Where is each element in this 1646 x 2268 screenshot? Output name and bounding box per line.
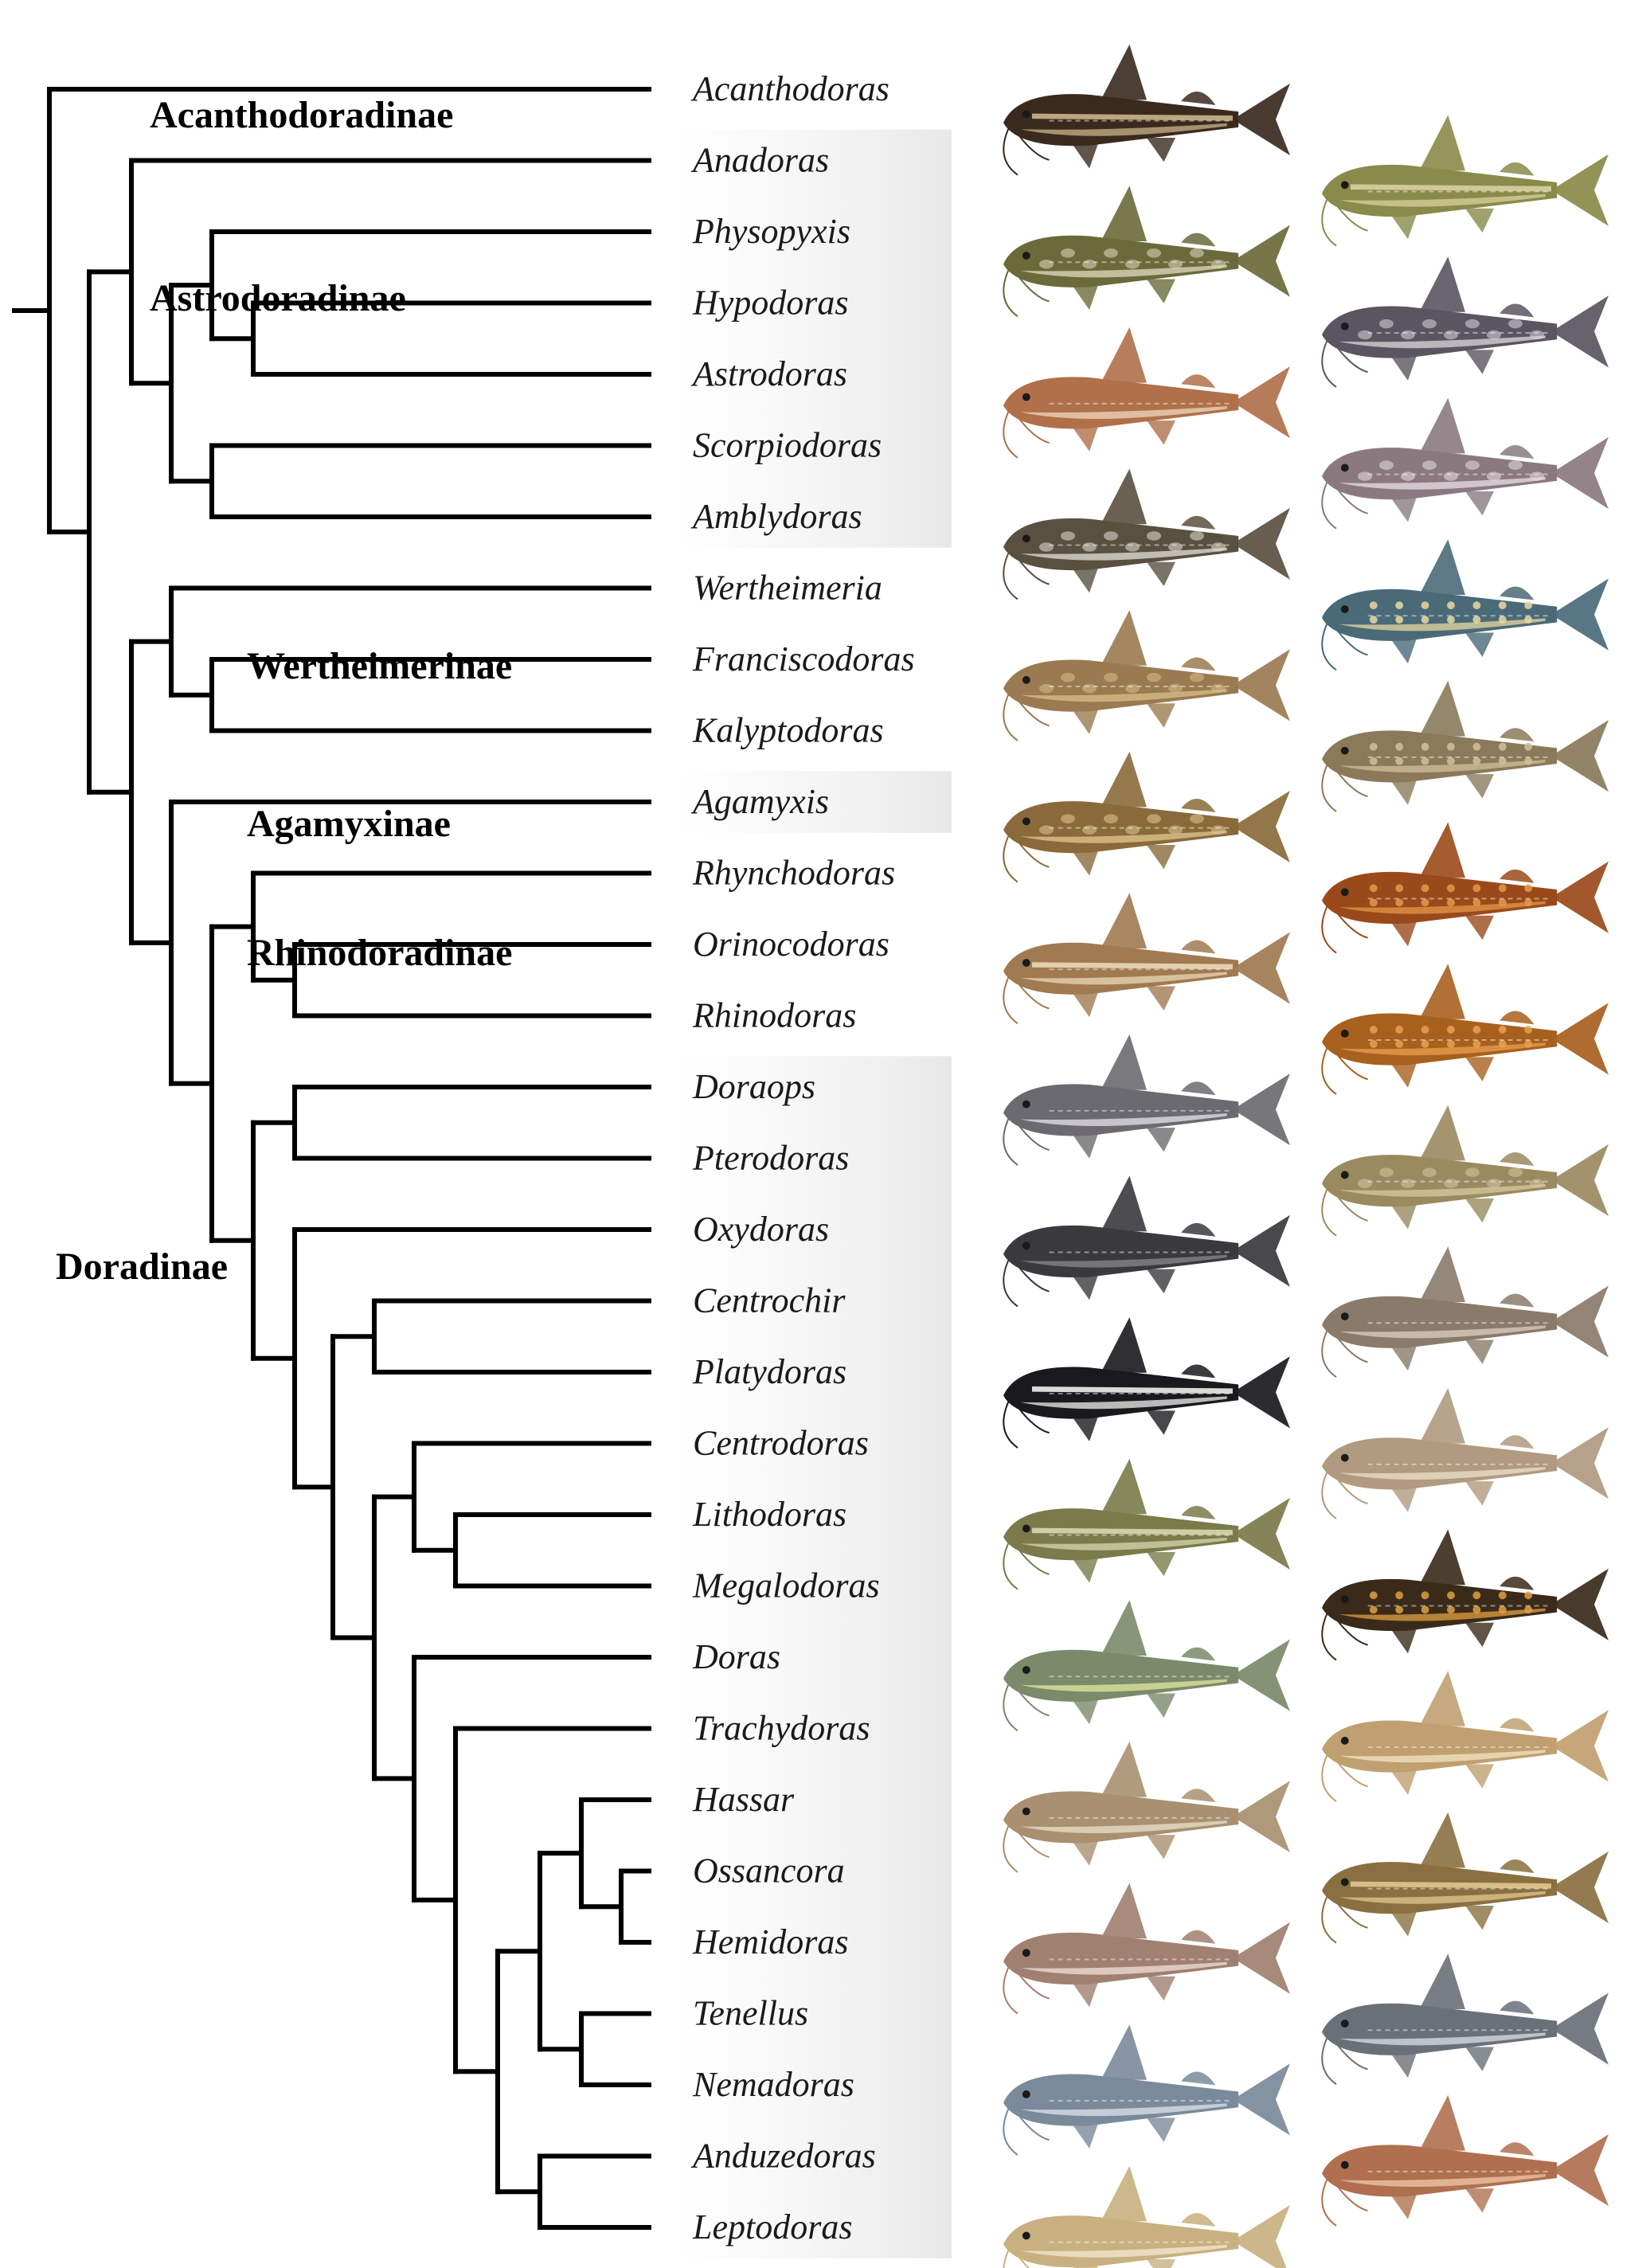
subfamily-label-agamyxinae: Agamyxinae xyxy=(247,803,451,845)
taxon-label-lithodoras: Lithodoras xyxy=(692,1495,846,1534)
fish-photo-physopyxis xyxy=(1003,186,1290,318)
taxon-label-tenellus: Tenellus xyxy=(693,1994,808,2033)
taxon-label-centrodoras: Centrodoras xyxy=(693,1424,869,1463)
fish-photo-orinocodoras xyxy=(1003,893,1290,1025)
fish-photo-rhynchodoras xyxy=(1321,822,1609,954)
taxon-label-centrochir: Centrochir xyxy=(693,1281,846,1320)
fish-photo-oxydoras xyxy=(1003,1175,1290,1308)
fish-photo-trachydoras xyxy=(1321,1671,1609,1802)
fish-photo-doras xyxy=(1003,1600,1290,1732)
taxon-label-amblydoras: Amblydoras xyxy=(690,497,862,536)
fish-photo-agamyxis xyxy=(1003,751,1290,883)
taxon-label-hassar: Hassar xyxy=(692,1780,795,1819)
taxon-label-agamyxis: Agamyxis xyxy=(690,782,829,821)
fish-photo-kalyptodoras xyxy=(1321,680,1609,812)
fish-photo-pterodoras xyxy=(1321,1105,1609,1237)
fish-photo-amblydoras xyxy=(1003,468,1290,600)
taxon-label-wertheimeria: Wertheimeria xyxy=(693,569,882,608)
fish-photo-hypodoras xyxy=(1321,256,1609,388)
shaded-blocks xyxy=(681,129,952,2258)
taxon-label-leptodoras: Leptodoras xyxy=(692,2207,852,2246)
taxon-label-acanthodoras: Acanthodoras xyxy=(690,69,889,108)
shaded-block xyxy=(681,1056,952,2258)
subfamily-labels: Acanthodoradinae Astrodoradinae Wertheimer… xyxy=(56,94,512,1288)
fish-photo-platydoras xyxy=(1003,1317,1290,1449)
fish-photos xyxy=(1003,44,1609,2268)
taxon-label-kalyptodoras: Kalyptodoras xyxy=(692,711,884,750)
taxon-label-oxydoras: Oxydoras xyxy=(693,1210,829,1249)
fish-photo-acanthodoras xyxy=(1003,44,1290,176)
fish-photo-hassar xyxy=(1003,1741,1290,1873)
fish-photo-anadoras xyxy=(1321,115,1609,247)
subfamily-label-rhinodoradinae: Rhinodoradinae xyxy=(247,932,512,974)
fish-photo-hemidoras xyxy=(1003,1883,1290,2015)
fish-photo-franciscodoras xyxy=(1003,610,1290,741)
fish-photo-scorpiodoras xyxy=(1321,397,1609,530)
taxon-label-astrodoras: Astrodoras xyxy=(690,354,847,393)
taxon-label-pterodoras: Pterodoras xyxy=(692,1139,849,1178)
subfamily-label-wertheimerinae: Wertheimerinae xyxy=(247,645,512,687)
subfamily-label-acanthodoradinae: Acanthodoradinae xyxy=(150,94,453,136)
taxon-label-doraops: Doraops xyxy=(692,1067,815,1106)
taxon-label-rhinodoras: Rhinodoras xyxy=(692,996,856,1035)
fish-photo-doraops xyxy=(1003,1034,1290,1166)
fish-photo-lithodoras xyxy=(1003,1458,1290,1590)
taxon-label-anduzedoras: Anduzedoras xyxy=(690,2137,876,2176)
taxon-label-megalodoras: Megalodoras xyxy=(692,1566,880,1605)
fish-photo-centrodoras xyxy=(1321,1387,1609,1519)
taxon-label-physopyxis: Physopyxis xyxy=(692,212,850,251)
taxon-labels: Acanthodoras Anadoras Physopyxis Hypodoras A… xyxy=(690,69,915,2246)
fish-photo-anduzedoras xyxy=(1321,2094,1609,2227)
fish-photo-ossancora xyxy=(1321,1812,1609,1944)
tree-branches xyxy=(12,87,651,2230)
taxon-label-trachydoras: Trachydoras xyxy=(693,1709,870,1748)
fish-photo-rhinodoras xyxy=(1321,964,1609,1095)
subfamily-label-doradinae: Doradinae xyxy=(56,1245,228,1288)
fish-photo-centrochir xyxy=(1321,1246,1609,1378)
fish-photo-tenellus xyxy=(1321,1953,1609,2086)
fish-photo-nemadoras xyxy=(1003,2024,1290,2156)
taxon-label-scorpiodoras: Scorpiodoras xyxy=(693,426,882,465)
taxon-label-platydoras: Platydoras xyxy=(692,1352,846,1391)
subfamily-label-astrodoradinae: Astrodoradinae xyxy=(150,277,406,319)
fish-photo-astrodoras xyxy=(1003,327,1290,459)
taxon-label-franciscodoras: Franciscodoras xyxy=(692,639,915,678)
taxon-label-hemidoras: Hemidoras xyxy=(692,1922,849,1961)
taxon-label-hypodoras: Hypodoras xyxy=(692,284,849,323)
shaded-block xyxy=(681,771,952,833)
taxon-label-rhynchodoras: Rhynchodoras xyxy=(692,854,895,893)
fish-photo-megalodoras xyxy=(1321,1529,1609,1661)
taxon-label-doras: Doras xyxy=(692,1637,780,1676)
shaded-block xyxy=(681,129,952,548)
taxon-label-nemadoras: Nemadoras xyxy=(692,2065,854,2104)
fish-photo-leptodoras xyxy=(1003,2165,1290,2268)
taxon-label-anadoras: Anadoras xyxy=(690,141,829,180)
fish-photo-wertheimeria xyxy=(1321,539,1609,671)
taxon-label-ossancora: Ossancora xyxy=(693,1852,845,1891)
taxon-label-orinocodoras: Orinocodoras xyxy=(693,925,889,964)
